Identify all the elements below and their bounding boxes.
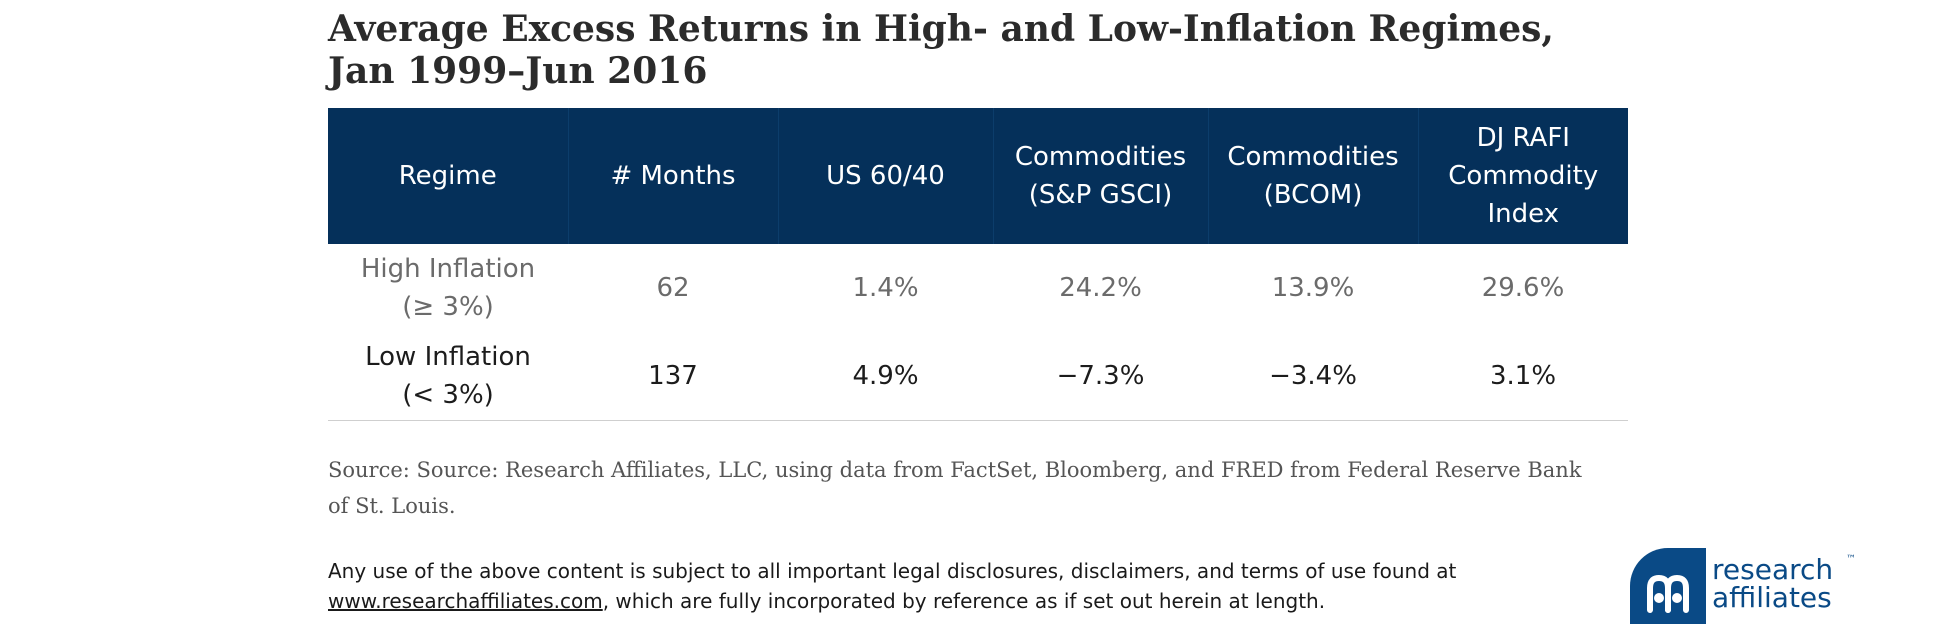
legal-disclaimer: Any use of the above content is subject … <box>328 556 1528 616</box>
cell-bcom: 13.9% <box>1271 273 1355 303</box>
table-row-high-inflation: High Inflation (≥ 3%) 62 1.4% 24.2% 13.9… <box>328 244 1628 332</box>
logo-line-2: affiliates <box>1712 581 1832 614</box>
cell-months: 62 <box>656 273 690 303</box>
header-months: # Months <box>568 108 779 244</box>
cell-regime: Low Inflation (< 3%) <box>328 332 568 421</box>
table-row-low-inflation: Low Inflation (< 3%) 137 4.9% −7.3% −3.4… <box>328 332 1628 421</box>
legal-text-before: Any use of the above content is subject … <box>328 559 1457 583</box>
cell-us6040: 1.4% <box>852 273 919 303</box>
logo-trademark: ™ <box>1846 554 1856 565</box>
header-djrafi: DJ RAFI Commodity Index <box>1418 108 1628 244</box>
cell-gsci: −7.3% <box>993 332 1208 421</box>
research-affiliates-logo-icon <box>1630 548 1706 624</box>
website-link[interactable]: www.researchaffiliates.com <box>328 589 603 613</box>
legal-text-after: , which are fully incorporated by refere… <box>602 589 1326 613</box>
cell-regime: High Inflation (≥ 3%) <box>360 254 536 322</box>
header-regime: Regime <box>328 108 569 244</box>
chart-title: Average Excess Returns in High- and Low-… <box>328 8 1554 92</box>
cell-djrafi: 29.6% <box>1481 273 1565 303</box>
cell-gsci: 24.2% <box>1059 273 1142 303</box>
table-header-row: Regime # Months US 60/40 Commodities (S&… <box>328 108 1628 244</box>
title-line-1: Average Excess Returns in High- and Low-… <box>328 8 1554 50</box>
cell-bcom: −3.4% <box>1208 332 1418 421</box>
header-us6040: US 60/40 <box>778 108 994 244</box>
logo-wordmark: research affiliates <box>1712 556 1833 612</box>
returns-table: Regime # Months US 60/40 Commodities (S&… <box>328 108 1628 421</box>
title-line-2: Jan 1999–Jun 2016 <box>328 50 708 92</box>
research-affiliates-logo[interactable]: research affiliates ™ <box>1630 548 1930 624</box>
header-bcom: Commodities (BCOM) <box>1208 108 1419 244</box>
cell-djrafi: 3.1% <box>1418 332 1628 421</box>
cell-months: 137 <box>568 332 778 421</box>
source-note: Source: Source: Research Affiliates, LLC… <box>328 458 1582 518</box>
logo-line-1: research <box>1712 553 1834 586</box>
cell-us6040: 4.9% <box>778 332 993 421</box>
header-gsci: Commodities (S&P GSCI) <box>993 108 1209 244</box>
